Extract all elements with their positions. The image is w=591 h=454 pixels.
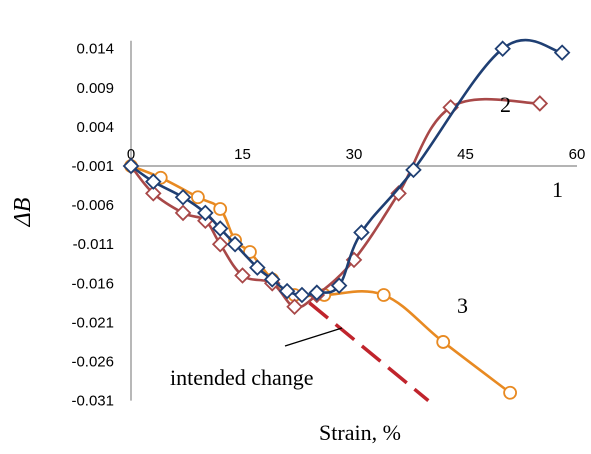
series-1-point	[293, 286, 311, 304]
series-2-point	[286, 298, 303, 316]
y-tick-label: -0.031	[71, 393, 114, 410]
intended-change-line	[308, 301, 430, 402]
series-1-point	[197, 204, 214, 222]
y-tick-label: 0.014	[76, 41, 114, 58]
series-labels: 1 2 3	[457, 92, 563, 318]
x-tick-labels: 0 15 30 45 60	[127, 146, 586, 163]
series-1-point	[330, 277, 348, 294]
y-axis-title: ΔB	[10, 197, 36, 227]
x-tick-label: 15	[234, 146, 251, 163]
series-1-point	[353, 224, 370, 241]
series-2-point	[531, 95, 549, 112]
series-layer	[122, 38, 571, 400]
series-label-1: 1	[552, 177, 563, 202]
series-label-3: 3	[457, 293, 468, 318]
series-1-point	[174, 189, 192, 206]
series-2-point	[390, 185, 407, 202]
series-1-point	[249, 259, 266, 276]
series-3-point	[213, 202, 228, 216]
y-tick-label: -0.016	[71, 275, 114, 292]
y-tick-label: -0.021	[71, 314, 114, 331]
series-1-point	[211, 220, 229, 237]
series-3-point	[190, 190, 205, 205]
series-1-point	[308, 284, 326, 301]
y-tick-label: 0.009	[76, 80, 114, 97]
series-2-point	[145, 185, 162, 202]
series-1-point	[226, 235, 244, 253]
y-tick-label: -0.006	[71, 197, 114, 214]
series-1-point	[145, 173, 162, 190]
series-3-point	[503, 385, 518, 400]
x-tick-label: 60	[569, 146, 586, 163]
series-1-point	[553, 44, 571, 61]
y-tick-label: 0.004	[76, 119, 114, 136]
series-1-point	[263, 271, 281, 288]
series-2-point	[211, 235, 229, 253]
y-tick-labels: 0.014 0.009 0.004 -0.001 -0.006 -0.011 -0.016 -…	[71, 41, 114, 410]
series-1-point	[122, 157, 140, 175]
series-label-2: 2	[500, 92, 511, 117]
x-tick-label: 0	[127, 146, 135, 163]
axes	[130, 40, 577, 401]
x-tick-label: 30	[346, 146, 363, 163]
annotation-intended-change: intended change	[170, 365, 314, 390]
series-2-point	[234, 267, 251, 284]
series-1	[122, 38, 571, 304]
y-tick-label: -0.001	[71, 158, 114, 175]
annotation-pointer	[284, 327, 343, 347]
x-tick-label: 45	[457, 146, 474, 163]
series-1-point	[278, 282, 296, 300]
y-tick-label: -0.026	[71, 354, 114, 371]
x-axis-title: Strain, %	[319, 420, 401, 445]
series-1-point	[405, 161, 422, 179]
series-3-point	[436, 335, 451, 349]
y-tick-label: -0.011	[73, 236, 114, 253]
series-2-point	[174, 204, 192, 222]
series-1-point	[494, 40, 511, 57]
series-3-point	[376, 288, 391, 302]
series-1-line	[130, 38, 563, 297]
